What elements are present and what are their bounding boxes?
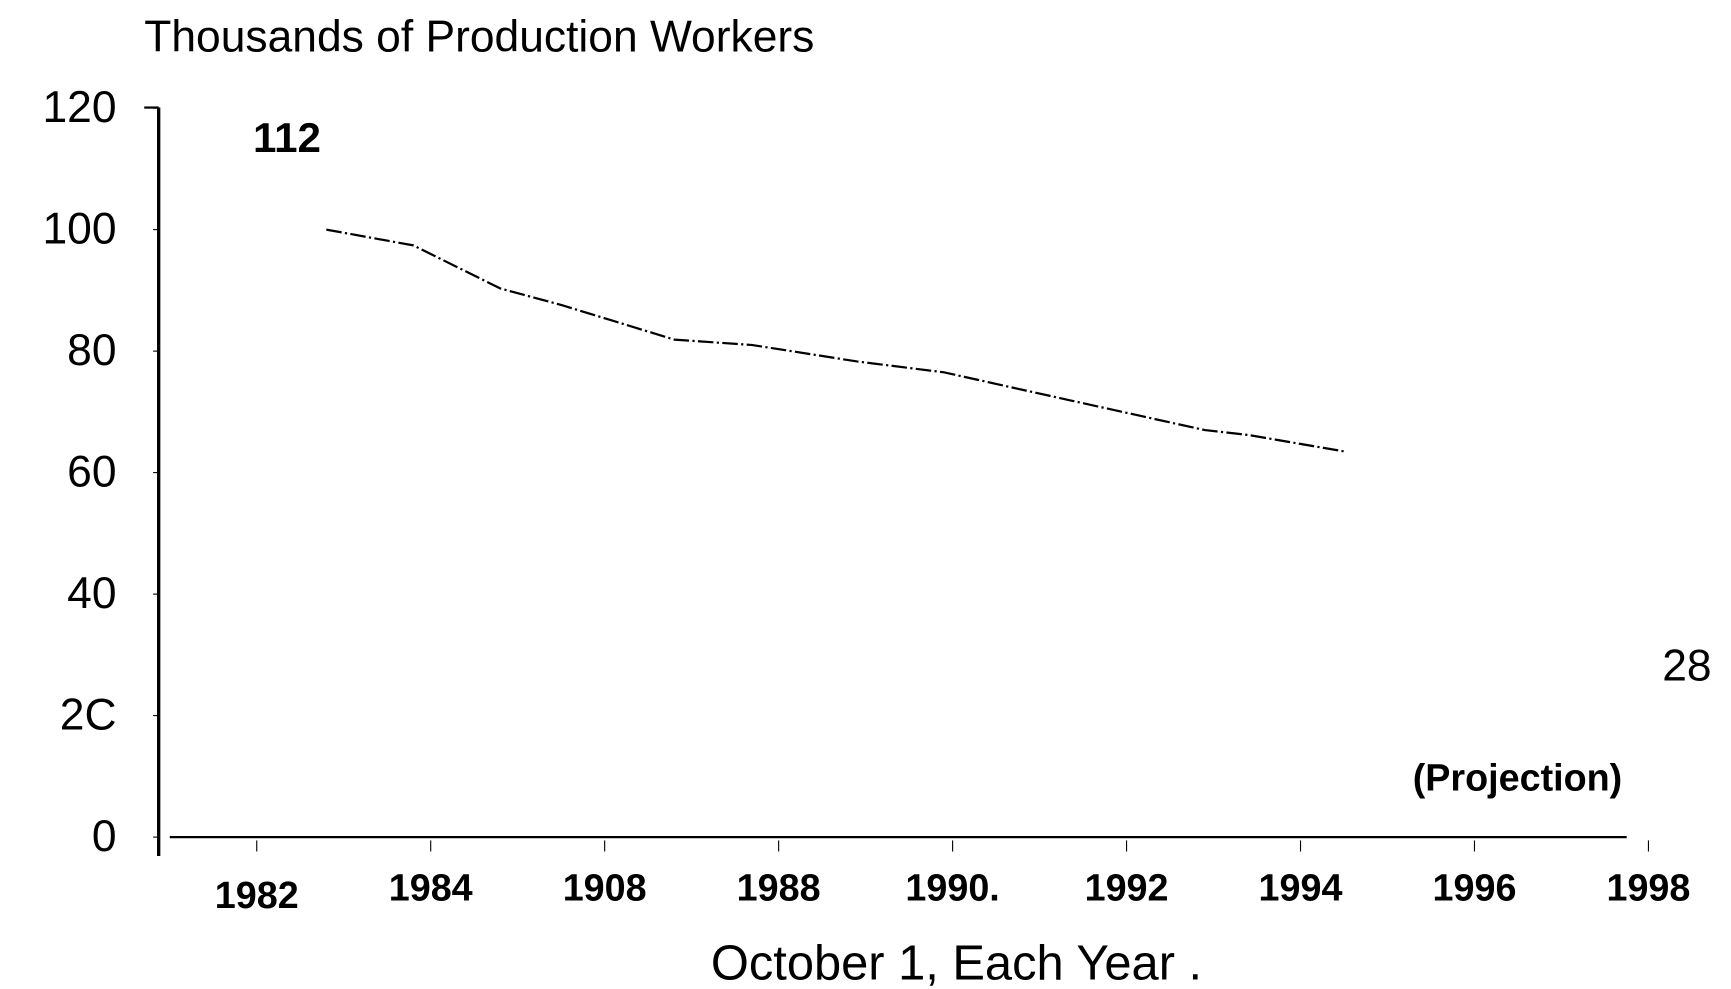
x-axis-label: October 1, Each Year .	[711, 937, 1202, 989]
y-tick-label: 80	[67, 326, 116, 375]
y-tick-label: 60	[67, 448, 116, 497]
x-tick-label: 1988	[737, 866, 821, 908]
y-tick-label: 0	[92, 812, 117, 861]
x-tick-label: 1984	[389, 866, 473, 908]
x-tick-label: 1996	[1433, 866, 1517, 908]
x-tick-label: 1982	[215, 874, 299, 916]
x-tick-label: 1990.	[905, 866, 999, 908]
x-tick-label: 1908	[563, 866, 647, 908]
x-tick-label: 1992	[1085, 866, 1169, 908]
y-tick-label: 2C	[60, 691, 117, 740]
annotation: 112	[253, 114, 321, 161]
y-tick-label: 40	[67, 569, 116, 618]
y-tick-label: 100	[42, 205, 116, 254]
y-tick-label: 120	[42, 83, 116, 132]
annotation: 28	[1662, 641, 1711, 690]
x-tick-label: 1998	[1606, 866, 1690, 908]
chart-title: Thousands of Production Workers	[144, 13, 814, 62]
x-tick-label: 1994	[1259, 866, 1343, 908]
annotation: (Projection)	[1413, 757, 1623, 799]
data-line	[326, 228, 1345, 453]
